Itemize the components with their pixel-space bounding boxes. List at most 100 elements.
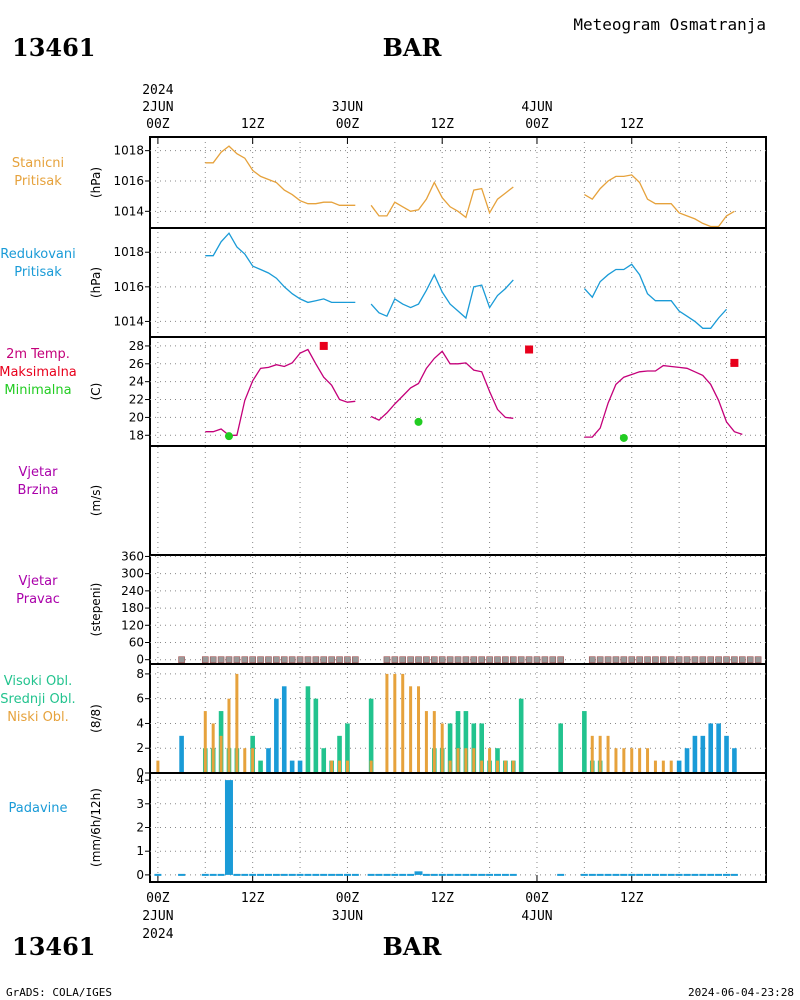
precip-zero-marker <box>375 873 383 876</box>
cloud-bar-low <box>646 748 650 773</box>
precip-zero-marker <box>407 873 415 876</box>
wind-direction-missing-marker <box>320 656 328 663</box>
wind-direction-missing-marker <box>746 656 754 663</box>
wind-direction-missing-marker <box>454 656 462 663</box>
cloud-bar-low <box>472 748 476 773</box>
precip-zero-marker <box>493 873 501 876</box>
bottom-day-label: 2JUN <box>142 909 173 924</box>
y-tick-label: 300 <box>121 567 144 581</box>
cloud-bar-high <box>463 711 469 773</box>
cloud-bar-low <box>590 735 594 773</box>
cloud-bar-low <box>345 760 349 773</box>
precip-zero-marker <box>612 873 620 876</box>
cloud-bar-low <box>614 748 618 773</box>
wind-direction-missing-marker <box>265 656 272 663</box>
precip-zero-marker <box>328 873 336 876</box>
precip-zero-marker <box>651 873 659 876</box>
precip-zero-marker <box>399 873 407 876</box>
y-tick-label: 0 <box>136 653 144 667</box>
wind-direction-missing-marker <box>399 656 407 663</box>
wind-direction-missing-marker <box>494 656 501 663</box>
wind-direction-missing-marker <box>652 656 659 663</box>
panel-frame <box>149 336 767 447</box>
wind-direction-missing-marker <box>691 656 699 663</box>
cloud-bar-high <box>321 748 327 773</box>
tmax-marker <box>319 341 328 350</box>
wind-direction-missing-marker <box>273 656 280 663</box>
wind-direction-missing-marker <box>478 656 485 663</box>
cloud-bar-mid <box>676 760 682 773</box>
cloud-bar-low <box>409 686 413 773</box>
cloud-bar-low <box>440 723 444 773</box>
title-brzina: Brzina <box>18 483 59 498</box>
wind-direction-missing-marker <box>486 656 493 663</box>
wind-direction-missing-marker <box>470 656 478 663</box>
cloud-bar-mid <box>274 698 279 773</box>
precip-zero-marker <box>304 873 312 876</box>
precip-zero-marker <box>478 873 486 876</box>
title-pritisak: Pritisak <box>14 174 62 189</box>
top-hour-label: 12Z <box>430 117 454 132</box>
precip-bar <box>224 780 233 875</box>
y-tick-label: 240 <box>121 584 144 598</box>
title-pritisak: Pritisak <box>14 265 62 280</box>
precip-zero-marker <box>580 873 588 876</box>
y-tick-label: 4 <box>136 716 144 730</box>
precip-zero-marker <box>730 873 738 876</box>
precip-zero-marker <box>486 873 494 876</box>
cloud-bar-low <box>495 760 499 773</box>
cloud-bar-low <box>598 735 602 773</box>
precip-zero-marker <box>264 873 272 876</box>
station-pressure-line <box>584 174 735 228</box>
cloud-bar-low <box>638 748 642 773</box>
precip-zero-marker <box>596 873 604 876</box>
station-id-bottom: 13461 <box>12 932 96 961</box>
wind-direction-missing-marker <box>431 656 438 663</box>
wind-direction-missing-marker <box>707 656 715 663</box>
temperature-line <box>584 364 743 438</box>
y-tick-label: 180 <box>121 601 144 615</box>
station-name-top: BAR <box>383 33 443 62</box>
wind-direction-missing-marker <box>739 656 746 663</box>
cloud-bar-low <box>661 760 665 773</box>
cloud-bar-mid <box>708 723 714 773</box>
precip-zero-marker <box>628 873 636 876</box>
cloud-bar-low <box>385 673 389 773</box>
y-tick-label: 1014 <box>113 204 144 218</box>
wind-direction-missing-marker <box>391 656 399 663</box>
cloud-bar-mid <box>289 760 295 773</box>
wind-direction-missing-marker <box>533 656 541 663</box>
cloud-bar-low <box>156 760 160 773</box>
cloud-bar-high <box>337 735 342 773</box>
panel-station-pressure: 1014 1016 1018 (hPa) Stanicni Pritisak <box>12 136 767 229</box>
cloud-bar-low <box>488 748 492 773</box>
precip-zero-marker <box>675 873 683 876</box>
title-visoki-obl: Visoki Obl. <box>4 674 72 689</box>
wind-direction-missing-marker <box>683 656 691 663</box>
cloud-bar-low <box>338 760 342 773</box>
y-tick-label: 0 <box>136 868 144 882</box>
bottom-hour-label: 12Z <box>241 891 265 906</box>
meteogram-title: Meteogram Osmatranja <box>573 15 766 34</box>
panel-frame <box>149 772 767 883</box>
cloud-bar-low <box>369 760 373 773</box>
precip-zero-marker <box>367 873 375 876</box>
y-tick-label: 26 <box>129 357 144 371</box>
panel-frame <box>149 554 767 665</box>
bottom-hour-label: 12Z <box>620 891 644 906</box>
cloud-bar-low <box>448 760 452 773</box>
cloud-bar-mid <box>281 686 287 773</box>
precip-zero-marker <box>241 873 249 876</box>
wind-direction-missing-marker <box>296 656 304 663</box>
cloud-bar-low <box>227 698 231 773</box>
wind-direction-missing-marker <box>336 656 343 663</box>
precip-zero-marker <box>351 873 359 876</box>
y-tick-label: 1018 <box>113 245 144 259</box>
precip-zero-marker <box>249 873 257 876</box>
cloud-bar-mid <box>716 723 721 773</box>
cloud-bar-low <box>480 760 484 773</box>
cloud-bar-high <box>313 698 319 773</box>
top-hour-label: 00Z <box>525 117 549 132</box>
y-tick-label: 60 <box>129 635 144 649</box>
wind-direction-missing-marker <box>502 656 509 663</box>
